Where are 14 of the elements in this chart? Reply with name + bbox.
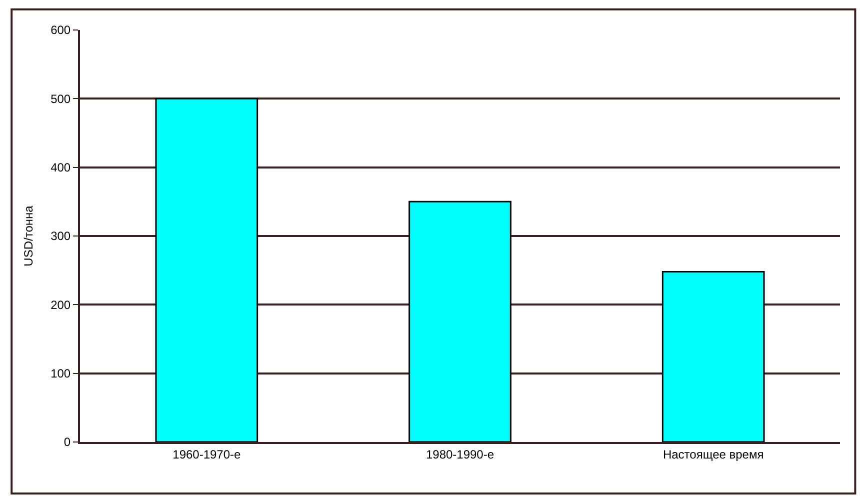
- y-tick-label: 600: [50, 23, 71, 38]
- y-tick-label: 0: [64, 435, 71, 450]
- y-tick-label: 400: [50, 160, 71, 175]
- bar: [408, 200, 512, 442]
- y-tick-label: 200: [50, 298, 71, 312]
- x-tick-label: Настоящее время: [662, 447, 764, 462]
- x-tick-label: 1960-1970-е: [172, 447, 242, 462]
- y-tick-label: 300: [50, 229, 71, 244]
- y-tick-label: 100: [50, 366, 71, 381]
- x-tick-label: 1980-1990-е: [426, 447, 494, 462]
- y-tick-label: 500: [50, 92, 71, 106]
- bar: [662, 270, 765, 442]
- bar: [155, 98, 258, 442]
- y-axis-title: USD/тонна: [21, 205, 36, 266]
